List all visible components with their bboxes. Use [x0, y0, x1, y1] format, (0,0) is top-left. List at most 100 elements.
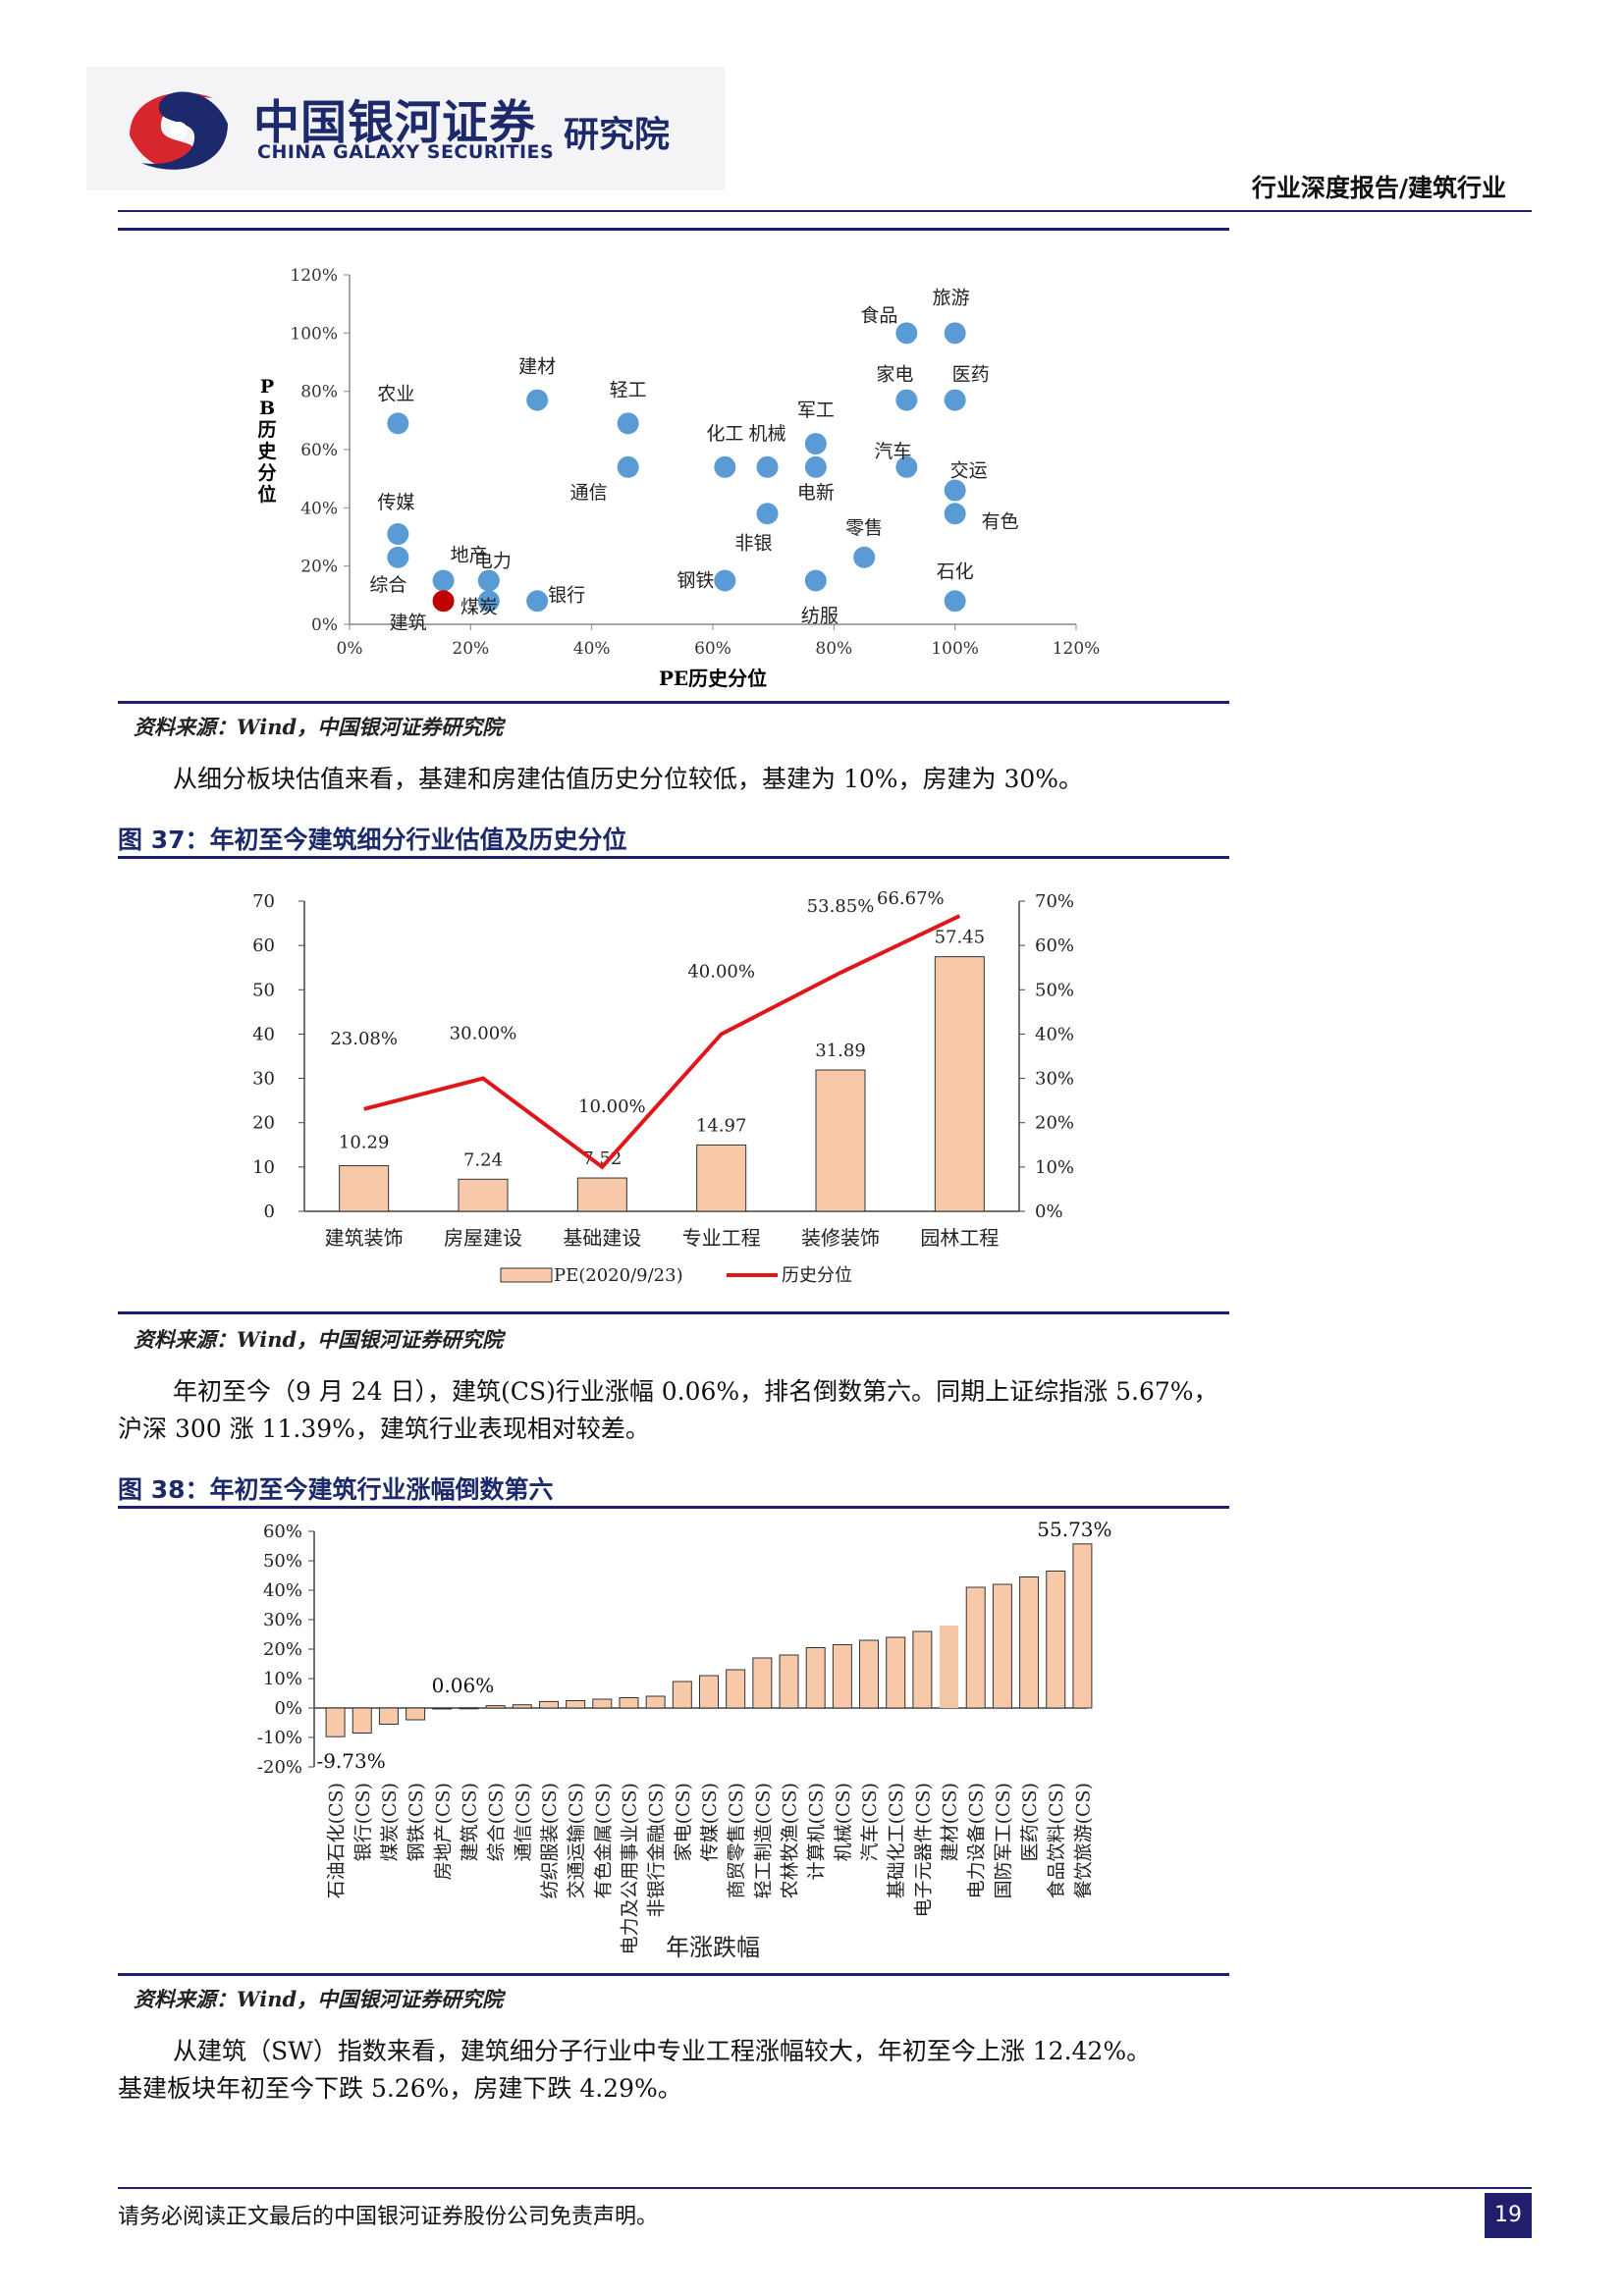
scatter-point [944, 479, 966, 502]
point-label: 家电 [876, 364, 913, 386]
left-tick-label: 60 [252, 935, 275, 956]
left-tick-label: 10 [252, 1157, 275, 1178]
point-label: 综合 [369, 574, 406, 596]
point-label: 银行 [548, 584, 585, 606]
point-label: 旅游 [933, 287, 970, 308]
right-tick-label: 30% [1035, 1069, 1074, 1090]
category-label: 建筑装饰 [325, 1226, 404, 1250]
return-bar [805, 1647, 826, 1709]
point-label: 传媒 [377, 492, 414, 513]
category-label: 房地产(CS) [432, 1783, 454, 1880]
point-label: 汽车 [874, 441, 911, 462]
percentile-line [363, 914, 961, 1170]
y-tick-label: 0% [311, 615, 338, 635]
left-tick-label: 40 [252, 1024, 275, 1044]
point-label: 建筑 [390, 612, 427, 633]
scatter-point [853, 546, 876, 568]
pe-bar [576, 1177, 627, 1212]
point-label: 机械 [748, 423, 785, 445]
pe-percentile-combo-chart: 0 10 20 30 40 50 60 70 0% 10% 20% 30% 40% 50% 60% 70% 10… [252, 888, 1074, 1286]
right-tick-label: 10% [1035, 1157, 1074, 1178]
category-label: 园林工程 [920, 1226, 999, 1250]
report-type: 行业深度报告/建筑行业 [1251, 174, 1506, 202]
category-label: 基础建设 [563, 1226, 641, 1250]
scatter-point [944, 389, 966, 411]
x-axis-title: PE历史分位 [659, 667, 767, 690]
y-tick-label: 0% [274, 1698, 302, 1719]
return-bar [886, 1636, 906, 1709]
pe-value-label: 57.45 [935, 928, 986, 948]
legend-bar-label: PE(2020/9/23) [554, 1265, 683, 1286]
return-bar [406, 1707, 426, 1721]
category-label: 餐饮旅游(CS) [1072, 1783, 1094, 1898]
category-label: 医药(CS) [1019, 1783, 1041, 1861]
paragraph-ytd-line1: 年初至今（9 月 24 日），建筑(CS)行业涨幅 0.06%，排名倒数第六。同… [173, 1377, 1218, 1406]
scatter-point [944, 322, 966, 345]
y-tick-label: 80% [300, 383, 338, 402]
return-bar [592, 1698, 613, 1709]
y-axis-title-char: B [259, 398, 275, 419]
return-bar [512, 1704, 532, 1709]
paragraph-sw-line2: 基建板块年初至今下跌 5.26%，房建下跌 4.29%。 [118, 2074, 682, 2103]
return-bar [1019, 1576, 1040, 1709]
fig36-top-rule [118, 228, 1229, 231]
point-label: 电新 [797, 482, 835, 504]
left-tick-label: 70 [252, 891, 275, 912]
scatter-point [714, 569, 736, 592]
category-label: 传媒(CS) [699, 1783, 721, 1861]
scatter-point [387, 412, 409, 435]
percentile-value-label: 10.00% [578, 1096, 646, 1117]
left-tick-label: 20 [252, 1113, 275, 1134]
scatter-point [526, 389, 549, 411]
y-axis-title-char: 分 [257, 462, 276, 484]
point-label: 纺服 [801, 606, 839, 627]
page-number: 19 [1485, 2193, 1532, 2238]
x-tick-label: 60% [694, 639, 731, 659]
return-bar [699, 1675, 719, 1709]
return-bar [378, 1707, 399, 1725]
x-axis-title: 年涨跌幅 [666, 1934, 760, 1961]
point-label: 交运 [950, 460, 988, 482]
return-bar [1072, 1543, 1093, 1709]
data-label: 0.06% [432, 1674, 495, 1697]
y-axis-title-char: 史 [257, 441, 277, 462]
point-label: 石化 [937, 561, 974, 582]
scatter-point [895, 389, 918, 411]
return-bar [779, 1654, 799, 1709]
logo-chinese-name: 中国银河证券 [253, 96, 536, 150]
return-bar [352, 1707, 372, 1734]
point-label: 地产 [451, 545, 488, 566]
return-bar [940, 1626, 959, 1708]
return-bar [566, 1700, 586, 1709]
category-label: 非银行金融(CS) [646, 1783, 668, 1917]
category-label: 机械(CS) [833, 1783, 854, 1861]
point-label: 食品 [860, 304, 897, 326]
x-tick-label: 100% [931, 639, 979, 659]
category-label: 轻工制造(CS) [752, 1783, 774, 1898]
category-label: 银行(CS) [352, 1783, 374, 1861]
y-tick-label: 60% [300, 441, 338, 460]
percentile-value-label: 23.08% [330, 1029, 398, 1049]
category-label: 基础化工(CS) [886, 1783, 907, 1898]
y-tick-label: 40% [263, 1580, 302, 1601]
category-label: 食品饮料(CS) [1046, 1783, 1067, 1898]
return-bar [1046, 1571, 1066, 1709]
point-label: 医药 [952, 364, 990, 386]
return-bar [432, 1707, 453, 1710]
percentile-value-label: 53.85% [807, 896, 875, 917]
return-bar [992, 1583, 1012, 1709]
scatter-point [714, 455, 736, 478]
point-label: 零售 [845, 517, 883, 539]
x-tick-label: 0% [337, 639, 363, 659]
fig38-top-rule [118, 1506, 1229, 1509]
scatter-point [756, 503, 779, 525]
logo-institute: 研究院 [564, 115, 671, 155]
scatter-point [432, 569, 455, 592]
pe-value-label: 14.97 [696, 1115, 747, 1136]
scatter-point [895, 455, 918, 478]
return-bar [965, 1586, 986, 1709]
pe-bar [815, 1069, 866, 1212]
right-tick-label: 50% [1035, 980, 1074, 1000]
y-axis-title-char: 历 [257, 419, 276, 441]
scatter-point [804, 569, 827, 592]
